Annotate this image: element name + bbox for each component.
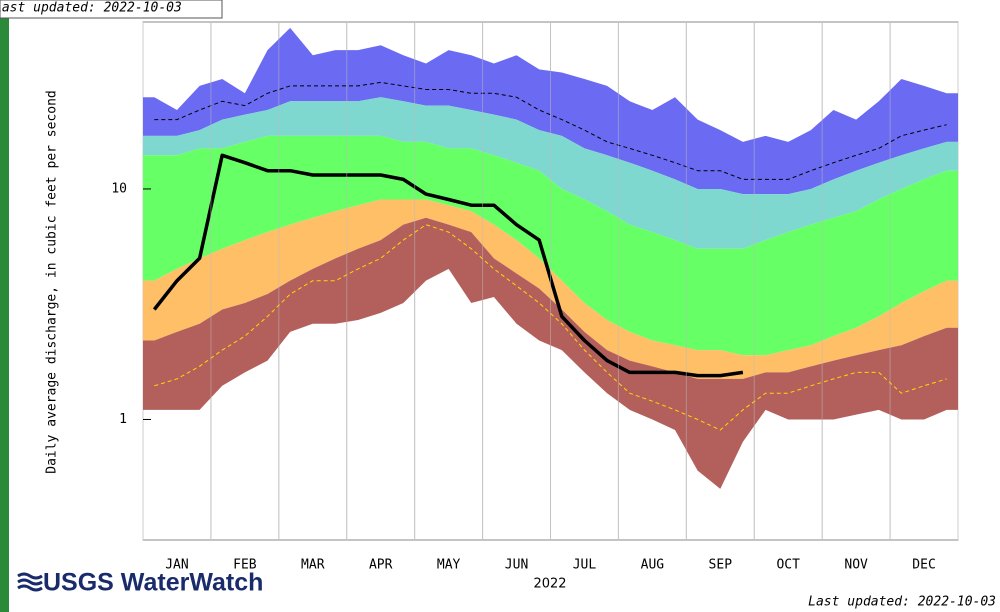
- x-tick-label: NOV: [844, 558, 868, 573]
- stamp-top: Last updated: 2022-10-03: [0, 1, 182, 16]
- logo: USGS WaterWatch: [17, 569, 263, 597]
- x-tick-label: JUL: [573, 558, 597, 573]
- x-tick-label: JAN: [165, 558, 188, 573]
- series-line: [154, 81, 947, 180]
- x-tick-label: JUN: [505, 558, 528, 573]
- logo-icon: [17, 572, 43, 592]
- y-tick-label: 10: [111, 181, 127, 196]
- x-tick-label: AUG: [641, 558, 665, 573]
- x-tick-label: FEB: [233, 558, 257, 573]
- plot: [142, 22, 959, 540]
- x-tick-label: APR: [369, 558, 393, 573]
- stamp-box: [0, 0, 223, 19]
- x-tick-label: SEP: [709, 558, 733, 573]
- y-tick-label: 1: [119, 412, 127, 427]
- stamp-bottom: Last updated: 2022-10-03: [808, 595, 996, 610]
- x-tick-label: DEC: [912, 558, 935, 573]
- x-axis-title: 2022: [533, 577, 566, 592]
- side-bar: [0, 0, 9, 612]
- logo-text: USGS WaterWatch: [43, 569, 263, 597]
- x-tick-label: MAY: [437, 558, 461, 573]
- x-tick-label: OCT: [776, 558, 800, 573]
- x-tick-label: MAR: [301, 558, 325, 573]
- series-line: [152, 153, 744, 378]
- y-axis-title: Daily average discharge, in cubic feet p…: [45, 90, 60, 474]
